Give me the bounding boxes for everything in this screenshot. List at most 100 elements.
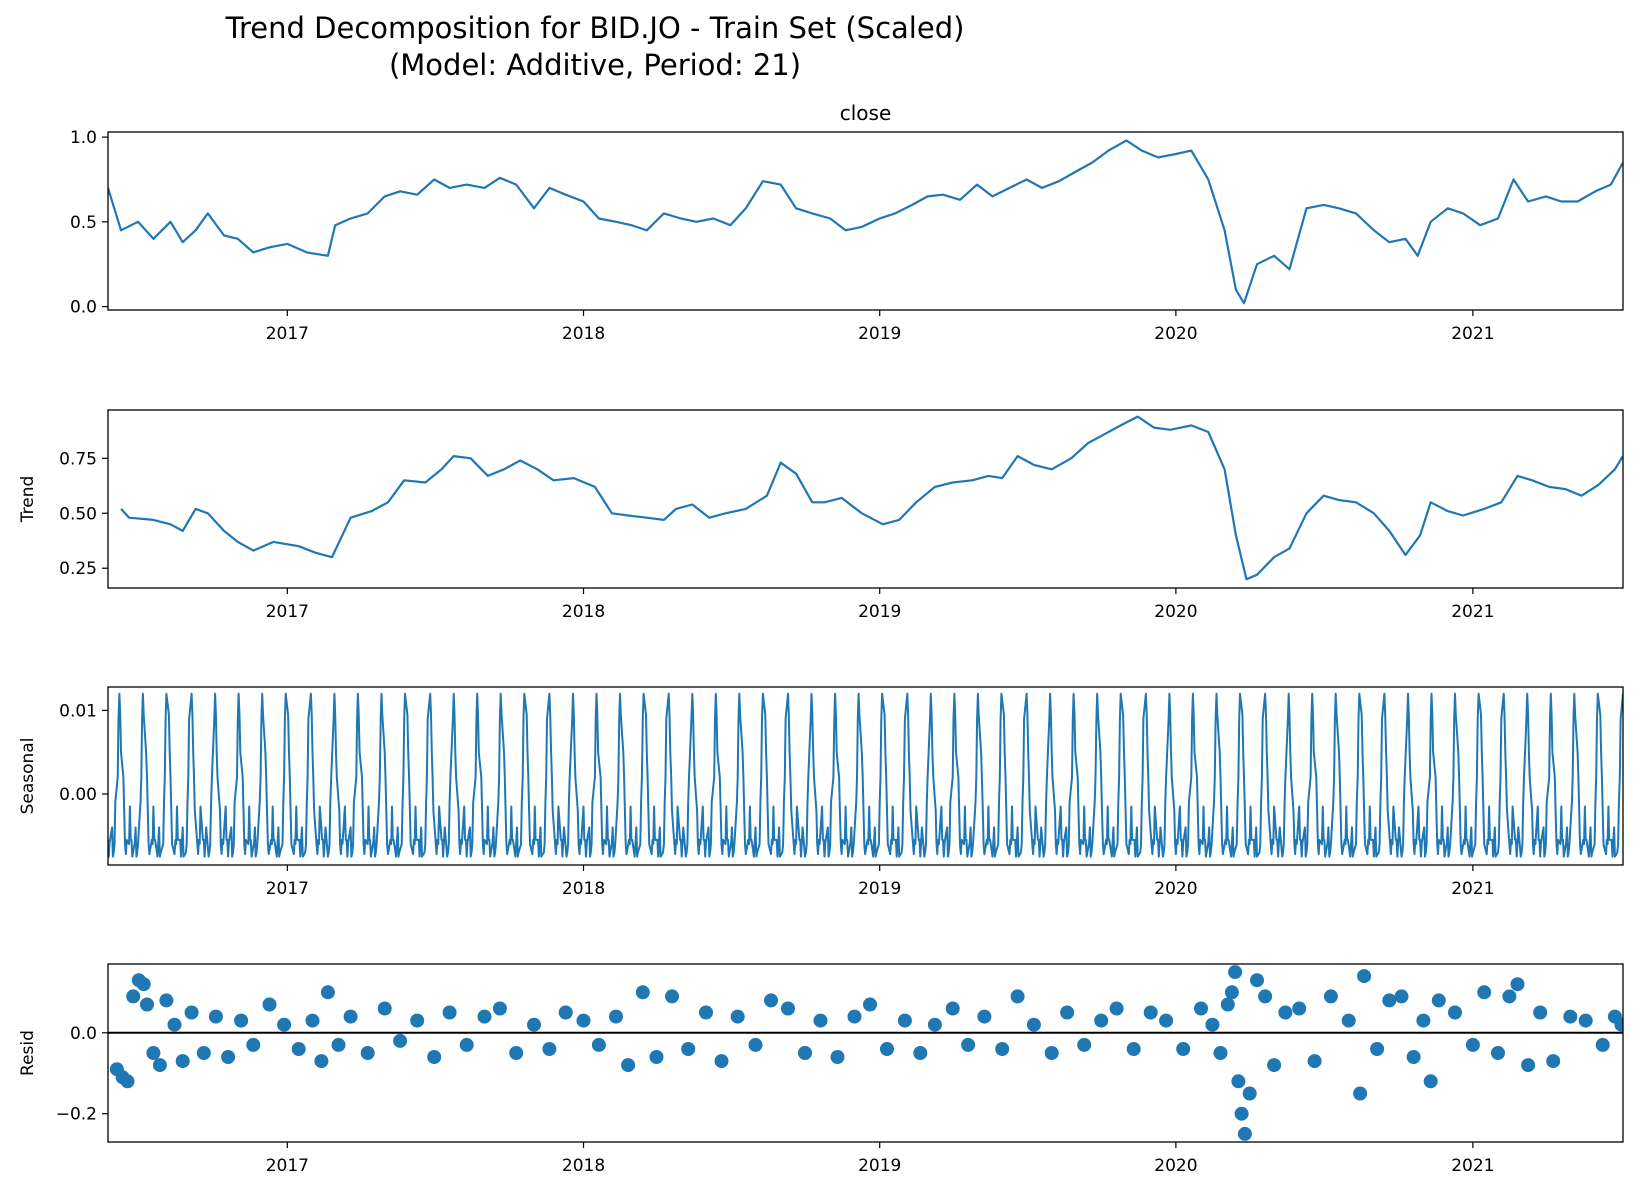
resid-point [377, 1001, 392, 1016]
resid-point [208, 1009, 223, 1024]
resid-point [120, 1074, 135, 1089]
resid-point [221, 1050, 236, 1064]
resid-point [126, 989, 141, 1004]
resid-point [1595, 1037, 1610, 1052]
resid-point [897, 1013, 912, 1028]
y-tick-label: 0.5 [70, 213, 97, 233]
resid-point [320, 985, 335, 1000]
x-tick-label: 2019 [858, 324, 901, 344]
resid-point [427, 1050, 442, 1064]
resid-point [1220, 997, 1235, 1012]
resid-point [1502, 989, 1517, 1004]
resid-point [714, 1054, 729, 1069]
resid-point [1231, 1074, 1246, 1089]
resid-point [1234, 1106, 1249, 1121]
axes-frame-4 [107, 963, 1624, 1143]
x-tick-label: 2018 [562, 1156, 605, 1176]
resid-point [1205, 1017, 1220, 1032]
resid-point [1357, 969, 1372, 984]
x-tick-label: 2018 [562, 602, 605, 622]
resid-point [945, 1001, 960, 1016]
y-tick-label: 0.0 [70, 298, 97, 318]
resid-point [1292, 1001, 1307, 1016]
resid-point [184, 1005, 199, 1020]
y-tick-label: 0.00 [59, 785, 97, 805]
resid-point [591, 1037, 606, 1052]
resid-point [1278, 1005, 1293, 1020]
resid-point [542, 1042, 557, 1056]
x-tick-label: 2018 [562, 324, 605, 344]
resid-point [305, 1013, 320, 1028]
x-tick-label: 2017 [266, 324, 309, 344]
resid-point [459, 1037, 474, 1052]
resid-point [1109, 1001, 1124, 1016]
resid-point [1465, 1037, 1480, 1052]
resid-point [576, 1013, 591, 1028]
resid-point [1176, 1042, 1191, 1056]
resid-point [1394, 989, 1409, 1004]
plot-area-1 [108, 139, 1623, 305]
resid-point [136, 977, 151, 992]
resid-point [1521, 1058, 1536, 1073]
resid-point [730, 1009, 745, 1024]
resid-point [847, 1009, 862, 1024]
resid-point [1159, 1013, 1174, 1028]
axes-frame-2 [107, 409, 1624, 589]
resid-point [699, 1005, 713, 1020]
resid-point [1491, 1046, 1505, 1060]
y-axis-label: Resid [18, 1030, 38, 1076]
resid-point [1423, 1074, 1438, 1089]
resid-point [246, 1037, 261, 1052]
resid-point [1510, 977, 1525, 992]
resid-point [781, 1001, 795, 1016]
resid-point [509, 1046, 524, 1060]
x-tick-label: 2017 [266, 602, 309, 622]
y-tick-label: 0.01 [59, 701, 97, 721]
resid-point [1353, 1086, 1368, 1101]
resid-point [1341, 1013, 1356, 1028]
resid-point [196, 1046, 211, 1060]
resid-point [748, 1037, 763, 1052]
resid-point [1077, 1037, 1092, 1052]
subplot-1: 0.0 0.5 1.0 2017 2018 2019 2020 2021 close [70, 101, 1624, 344]
resid-point [1194, 1001, 1208, 1016]
resid-point [234, 1013, 249, 1028]
x-tick-label: 2021 [1451, 324, 1494, 344]
resid-point [314, 1054, 329, 1069]
resid-point [146, 1046, 161, 1060]
resid-point [410, 1013, 425, 1028]
x-tick-label: 2021 [1451, 602, 1494, 622]
y-axis-label: Trend [18, 476, 38, 524]
x-tick-label: 2021 [1451, 879, 1494, 899]
figure-title-line-1: Trend Decomposition for BID.JO - Train S… [225, 11, 965, 45]
resid-point [393, 1033, 408, 1048]
resid-point [1563, 1009, 1578, 1024]
resid-point [665, 989, 679, 1004]
figure-title-line-2: (Model: Additive, Period: 21) [388, 48, 802, 82]
subplot-3: 0.00 0.01 2017 2018 2019 2020 2021 Seasonal [18, 686, 1624, 899]
resid-point [927, 1017, 942, 1032]
resid-point [331, 1037, 346, 1052]
resid-point [609, 1009, 623, 1024]
resid-point [527, 1017, 541, 1032]
y-tick-label: 1.0 [70, 128, 97, 148]
resid-point [977, 1009, 992, 1024]
x-tick-label: 2020 [1154, 602, 1197, 622]
resid-point [1267, 1058, 1282, 1073]
resid-point [175, 1054, 190, 1069]
resid-point [291, 1042, 306, 1056]
resid-point [649, 1050, 664, 1064]
resid-point [558, 1005, 573, 1020]
resid-point [913, 1046, 928, 1060]
resid-point [1323, 989, 1338, 1004]
resid-point [1224, 985, 1239, 1000]
resid-point [1258, 989, 1273, 1004]
resid-point [995, 1042, 1010, 1056]
resid-point [863, 997, 877, 1012]
resid-point [1143, 1005, 1158, 1020]
resid-point [681, 1042, 696, 1056]
resid-point [1026, 1017, 1041, 1032]
axes-frame-3 [107, 686, 1624, 866]
resid-point [277, 1017, 292, 1032]
